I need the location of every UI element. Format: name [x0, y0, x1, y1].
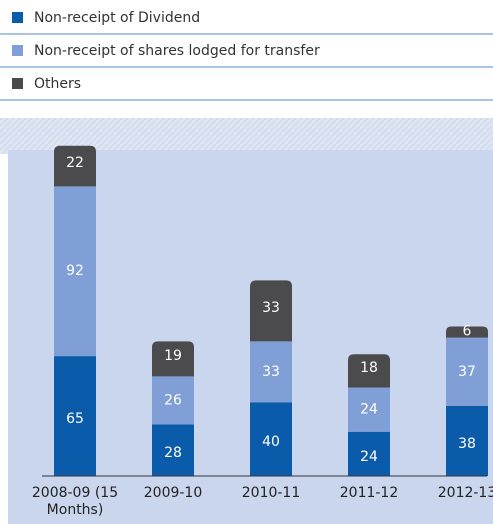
bar-segment — [348, 354, 390, 388]
bar-segment — [446, 405, 488, 476]
value-label: 6 — [463, 324, 472, 340]
legend-swatch — [12, 45, 23, 56]
value-label: 24 — [360, 449, 378, 465]
bar-segment — [250, 280, 292, 342]
legend-label: Non-receipt of shares lodged for transfe… — [34, 43, 320, 59]
x-tick-label: 2009-10 — [143, 485, 203, 501]
bar-segment — [54, 186, 96, 357]
bar-segment — [348, 431, 390, 476]
bar-segment — [152, 376, 194, 425]
bar-segment — [250, 402, 292, 476]
value-label: 33 — [262, 364, 280, 380]
x-tick-label: 2008-09 (15 Months) — [31, 485, 119, 518]
value-label: 18 — [360, 360, 378, 376]
value-label: 40 — [262, 434, 280, 450]
bar-segment — [348, 387, 390, 432]
bar-segment — [152, 341, 194, 377]
bar-segment — [54, 356, 96, 476]
bar-segment — [152, 424, 194, 476]
x-tick-label: 2011-12 — [339, 485, 399, 501]
bar-segment — [250, 341, 292, 403]
value-label: 92 — [66, 263, 84, 279]
value-label: 37 — [458, 364, 476, 380]
value-label: 26 — [164, 392, 182, 408]
legend-label: Others — [34, 76, 81, 92]
value-label: 33 — [262, 300, 280, 316]
legend-label: Non-receipt of Dividend — [34, 10, 200, 26]
legend-swatch — [12, 78, 23, 89]
value-label: 19 — [164, 348, 182, 364]
value-label: 28 — [164, 445, 182, 461]
x-tick-label: 2012-13 — [437, 485, 493, 501]
legend-swatch — [12, 12, 23, 23]
bar-segment — [446, 337, 488, 406]
value-label: 65 — [66, 411, 84, 427]
x-tick-label: 2010-11 — [241, 485, 301, 501]
value-label: 22 — [66, 155, 84, 171]
bar-segment — [446, 326, 488, 338]
bar-segment — [54, 145, 96, 187]
value-label: 38 — [458, 436, 476, 452]
value-label: 24 — [360, 402, 378, 418]
